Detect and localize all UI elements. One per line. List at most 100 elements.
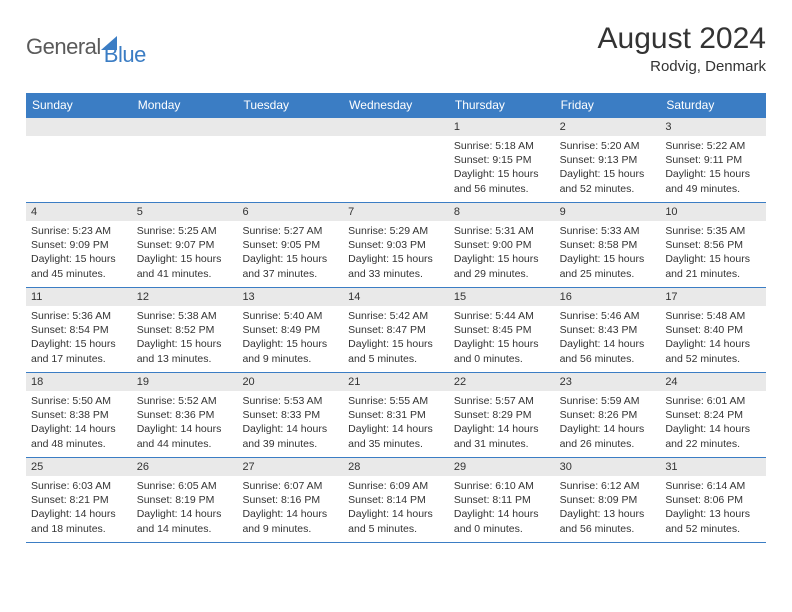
day-number: 16: [555, 288, 661, 306]
day-number: 27: [237, 458, 343, 476]
day-body: Sunrise: 6:10 AMSunset: 8:11 PMDaylight:…: [449, 476, 555, 540]
day-number: 17: [660, 288, 766, 306]
day-number: 29: [449, 458, 555, 476]
day-number: 10: [660, 203, 766, 221]
day-header: Friday: [555, 93, 661, 117]
day-number: 7: [343, 203, 449, 221]
calendar-page: General Blue August 2024 Rodvig, Denmark…: [0, 0, 792, 553]
day-body: Sunrise: 5:35 AMSunset: 8:56 PMDaylight:…: [660, 221, 766, 285]
day-cell: 19Sunrise: 5:52 AMSunset: 8:36 PMDayligh…: [132, 373, 238, 457]
day-cell: 27Sunrise: 6:07 AMSunset: 8:16 PMDayligh…: [237, 458, 343, 542]
day-body: Sunrise: 6:05 AMSunset: 8:19 PMDaylight:…: [132, 476, 238, 540]
day-header: Tuesday: [237, 93, 343, 117]
day-body: Sunrise: 5:42 AMSunset: 8:47 PMDaylight:…: [343, 306, 449, 370]
day-number: 2: [555, 118, 661, 136]
location: Rodvig, Denmark: [598, 58, 766, 75]
day-cell: 10Sunrise: 5:35 AMSunset: 8:56 PMDayligh…: [660, 203, 766, 287]
day-header: Wednesday: [343, 93, 449, 117]
day-body: Sunrise: 5:44 AMSunset: 8:45 PMDaylight:…: [449, 306, 555, 370]
day-body: Sunrise: 5:29 AMSunset: 9:03 PMDaylight:…: [343, 221, 449, 285]
day-body: Sunrise: 5:50 AMSunset: 8:38 PMDaylight:…: [26, 391, 132, 455]
day-cell: 31Sunrise: 6:14 AMSunset: 8:06 PMDayligh…: [660, 458, 766, 542]
title-block: August 2024 Rodvig, Denmark: [598, 22, 766, 75]
day-cell: 28Sunrise: 6:09 AMSunset: 8:14 PMDayligh…: [343, 458, 449, 542]
day-header: Thursday: [449, 93, 555, 117]
day-body: Sunrise: 5:40 AMSunset: 8:49 PMDaylight:…: [237, 306, 343, 370]
day-body: Sunrise: 6:14 AMSunset: 8:06 PMDaylight:…: [660, 476, 766, 540]
day-body: Sunrise: 5:48 AMSunset: 8:40 PMDaylight:…: [660, 306, 766, 370]
day-cell: 14Sunrise: 5:42 AMSunset: 8:47 PMDayligh…: [343, 288, 449, 372]
page-title: August 2024: [598, 22, 766, 56]
day-cell: 17Sunrise: 5:48 AMSunset: 8:40 PMDayligh…: [660, 288, 766, 372]
day-cell: 16Sunrise: 5:46 AMSunset: 8:43 PMDayligh…: [555, 288, 661, 372]
day-number: 11: [26, 288, 132, 306]
day-cell: 7Sunrise: 5:29 AMSunset: 9:03 PMDaylight…: [343, 203, 449, 287]
day-cell: 4Sunrise: 5:23 AMSunset: 9:09 PMDaylight…: [26, 203, 132, 287]
day-number: [343, 118, 449, 136]
day-number: 22: [449, 373, 555, 391]
day-cell: 30Sunrise: 6:12 AMSunset: 8:09 PMDayligh…: [555, 458, 661, 542]
logo-word2: Blue: [104, 42, 146, 68]
day-body: Sunrise: 5:22 AMSunset: 9:11 PMDaylight:…: [660, 136, 766, 200]
day-number: [26, 118, 132, 136]
day-body: [237, 136, 343, 143]
day-cell: 13Sunrise: 5:40 AMSunset: 8:49 PMDayligh…: [237, 288, 343, 372]
week-row: 4Sunrise: 5:23 AMSunset: 9:09 PMDaylight…: [26, 202, 766, 287]
day-cell: [343, 118, 449, 202]
day-number: 20: [237, 373, 343, 391]
day-number: 18: [26, 373, 132, 391]
day-header-row: SundayMondayTuesdayWednesdayThursdayFrid…: [26, 93, 766, 117]
day-cell: 6Sunrise: 5:27 AMSunset: 9:05 PMDaylight…: [237, 203, 343, 287]
day-number: 13: [237, 288, 343, 306]
day-number: 15: [449, 288, 555, 306]
day-cell: 1Sunrise: 5:18 AMSunset: 9:15 PMDaylight…: [449, 118, 555, 202]
day-body: Sunrise: 6:09 AMSunset: 8:14 PMDaylight:…: [343, 476, 449, 540]
day-body: [132, 136, 238, 143]
day-cell: 2Sunrise: 5:20 AMSunset: 9:13 PMDaylight…: [555, 118, 661, 202]
day-body: Sunrise: 6:01 AMSunset: 8:24 PMDaylight:…: [660, 391, 766, 455]
header: General Blue August 2024 Rodvig, Denmark: [26, 22, 766, 75]
day-number: 26: [132, 458, 238, 476]
day-cell: 5Sunrise: 5:25 AMSunset: 9:07 PMDaylight…: [132, 203, 238, 287]
day-cell: 8Sunrise: 5:31 AMSunset: 9:00 PMDaylight…: [449, 203, 555, 287]
day-body: Sunrise: 5:59 AMSunset: 8:26 PMDaylight:…: [555, 391, 661, 455]
day-number: 28: [343, 458, 449, 476]
day-header: Monday: [132, 93, 238, 117]
day-number: 8: [449, 203, 555, 221]
day-cell: 29Sunrise: 6:10 AMSunset: 8:11 PMDayligh…: [449, 458, 555, 542]
day-number: 30: [555, 458, 661, 476]
day-body: Sunrise: 6:03 AMSunset: 8:21 PMDaylight:…: [26, 476, 132, 540]
day-body: Sunrise: 5:33 AMSunset: 8:58 PMDaylight:…: [555, 221, 661, 285]
day-body: Sunrise: 5:18 AMSunset: 9:15 PMDaylight:…: [449, 136, 555, 200]
day-cell: 20Sunrise: 5:53 AMSunset: 8:33 PMDayligh…: [237, 373, 343, 457]
weeks-container: 1Sunrise: 5:18 AMSunset: 9:15 PMDaylight…: [26, 117, 766, 543]
day-body: [26, 136, 132, 143]
day-number: 4: [26, 203, 132, 221]
week-row: 1Sunrise: 5:18 AMSunset: 9:15 PMDaylight…: [26, 117, 766, 202]
day-number: 5: [132, 203, 238, 221]
day-number: 31: [660, 458, 766, 476]
day-cell: 11Sunrise: 5:36 AMSunset: 8:54 PMDayligh…: [26, 288, 132, 372]
day-body: Sunrise: 5:38 AMSunset: 8:52 PMDaylight:…: [132, 306, 238, 370]
day-body: Sunrise: 5:23 AMSunset: 9:09 PMDaylight:…: [26, 221, 132, 285]
day-number: 23: [555, 373, 661, 391]
calendar: SundayMondayTuesdayWednesdayThursdayFrid…: [26, 93, 766, 543]
day-body: Sunrise: 5:57 AMSunset: 8:29 PMDaylight:…: [449, 391, 555, 455]
day-number: 6: [237, 203, 343, 221]
day-header: Sunday: [26, 93, 132, 117]
day-cell: 9Sunrise: 5:33 AMSunset: 8:58 PMDaylight…: [555, 203, 661, 287]
day-body: Sunrise: 5:55 AMSunset: 8:31 PMDaylight:…: [343, 391, 449, 455]
day-body: Sunrise: 5:53 AMSunset: 8:33 PMDaylight:…: [237, 391, 343, 455]
day-number: 9: [555, 203, 661, 221]
day-body: Sunrise: 5:36 AMSunset: 8:54 PMDaylight:…: [26, 306, 132, 370]
week-row: 25Sunrise: 6:03 AMSunset: 8:21 PMDayligh…: [26, 457, 766, 543]
week-row: 11Sunrise: 5:36 AMSunset: 8:54 PMDayligh…: [26, 287, 766, 372]
day-body: Sunrise: 5:27 AMSunset: 9:05 PMDaylight:…: [237, 221, 343, 285]
day-body: Sunrise: 5:31 AMSunset: 9:00 PMDaylight:…: [449, 221, 555, 285]
day-number: [237, 118, 343, 136]
day-number: 19: [132, 373, 238, 391]
day-cell: 24Sunrise: 6:01 AMSunset: 8:24 PMDayligh…: [660, 373, 766, 457]
day-cell: 15Sunrise: 5:44 AMSunset: 8:45 PMDayligh…: [449, 288, 555, 372]
day-cell: 22Sunrise: 5:57 AMSunset: 8:29 PMDayligh…: [449, 373, 555, 457]
day-number: 1: [449, 118, 555, 136]
